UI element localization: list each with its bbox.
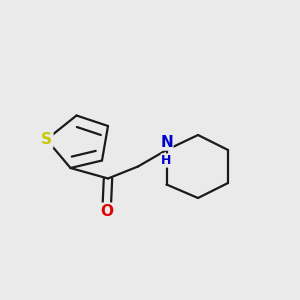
Text: N: N bbox=[160, 135, 173, 150]
Text: S: S bbox=[41, 132, 52, 147]
Text: O: O bbox=[100, 204, 113, 219]
Text: H: H bbox=[161, 154, 172, 167]
